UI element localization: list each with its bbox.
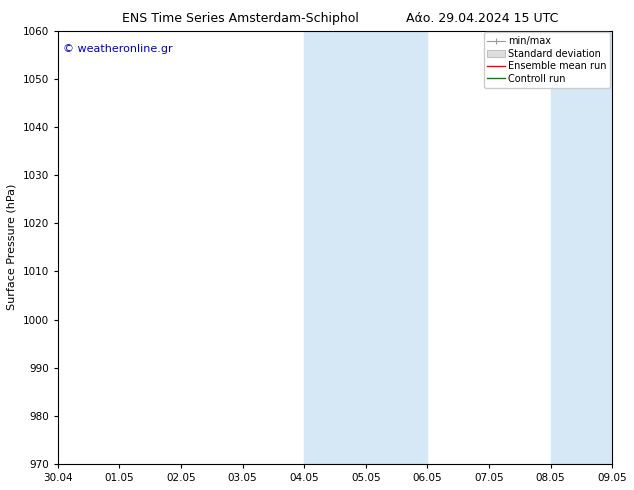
Y-axis label: Surface Pressure (hPa): Surface Pressure (hPa)	[7, 184, 17, 311]
Legend: min/max, Standard deviation, Ensemble mean run, Controll run: min/max, Standard deviation, Ensemble me…	[484, 32, 611, 88]
Text: ENS Time Series Amsterdam-Schiphol: ENS Time Series Amsterdam-Schiphol	[122, 12, 359, 25]
Bar	[304, 30, 427, 464]
Bar	[551, 30, 612, 464]
Text: © weatheronline.gr: © weatheronline.gr	[63, 44, 173, 53]
Text: Αάο. 29.04.2024 15 UTC: Αάο. 29.04.2024 15 UTC	[406, 12, 558, 25]
